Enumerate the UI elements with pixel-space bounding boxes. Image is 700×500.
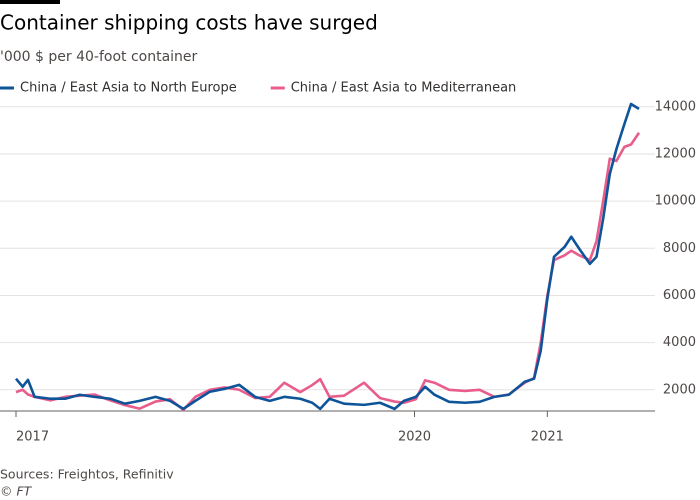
- legend-label: China / East Asia to North Europe: [20, 81, 237, 96]
- series-line: [15, 132, 641, 412]
- x-tick-label: 2017: [16, 430, 49, 445]
- chart-subtitle: '000 $ per 40-foot container: [0, 49, 198, 65]
- y-tick-label: 2000: [663, 382, 696, 397]
- source: Sources: Freightos, Refinitiv: [0, 467, 174, 482]
- y-tick-label: 14000: [655, 99, 696, 114]
- y-tick-label: 4000: [663, 335, 696, 350]
- x-tick-label: 2021: [531, 430, 564, 445]
- y-tick-label: 12000: [655, 146, 696, 161]
- x-tick-label: 2020: [398, 430, 431, 445]
- y-tick-label: 8000: [663, 241, 696, 256]
- brand-bar: [0, 0, 60, 4]
- legend-label: China / East Asia to Mediterranean: [291, 81, 517, 96]
- y-tick-label: 10000: [655, 194, 696, 209]
- credit: © FT: [0, 484, 33, 499]
- series-line: [14, 102, 640, 411]
- chart-title: Container shipping costs have surged: [0, 11, 378, 35]
- y-tick-label: 6000: [663, 288, 696, 303]
